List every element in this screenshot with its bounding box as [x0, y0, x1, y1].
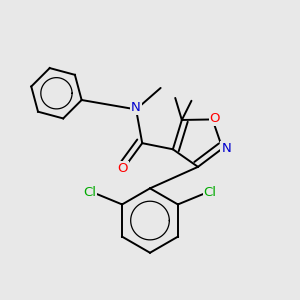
- Text: O: O: [210, 112, 220, 125]
- Text: N: N: [221, 142, 231, 155]
- Text: N: N: [131, 101, 141, 114]
- Text: Cl: Cl: [204, 186, 217, 199]
- Text: Cl: Cl: [83, 186, 96, 199]
- Text: O: O: [118, 162, 128, 175]
